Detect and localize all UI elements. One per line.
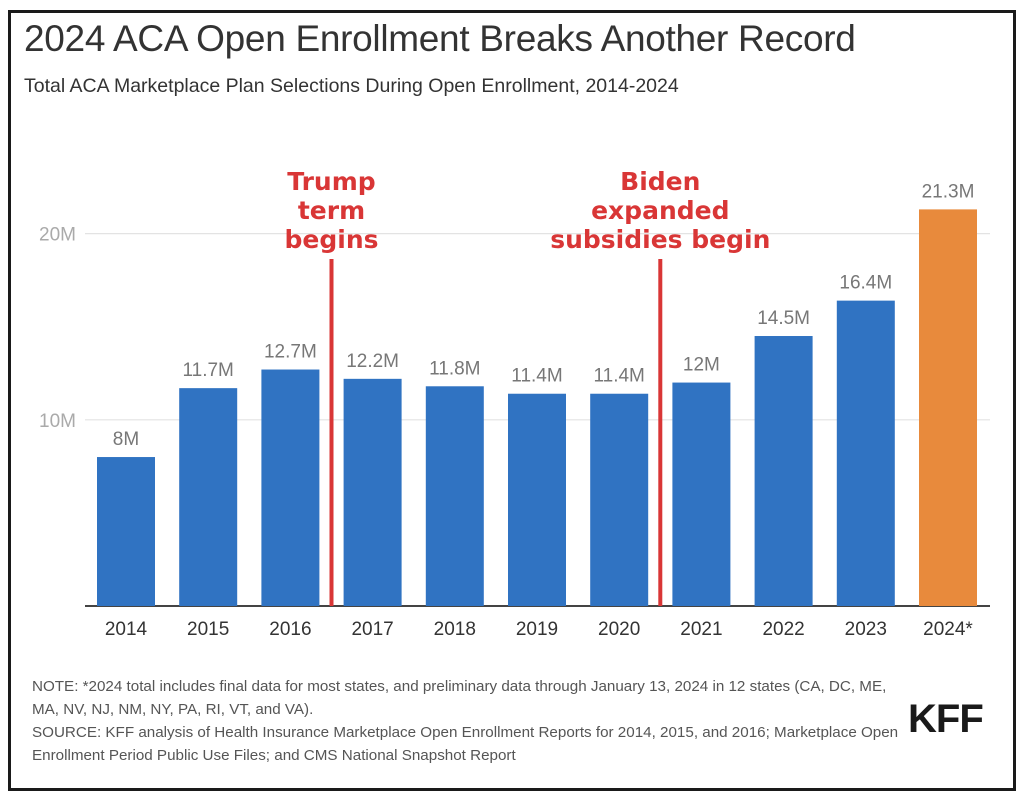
chart-title: 2024 ACA Open Enrollment Breaks Another … xyxy=(24,18,856,59)
bar-2017 xyxy=(343,378,402,606)
data-label: 11.4M xyxy=(593,366,644,387)
x-tick-label: 2018 xyxy=(434,619,476,640)
x-tick-label: 2017 xyxy=(351,619,393,640)
x-tick-label: 2023 xyxy=(845,619,887,640)
y-tick-label: 10M xyxy=(39,411,76,432)
annotation-label-1: term xyxy=(298,196,365,225)
kff-logo: KFF xyxy=(908,697,984,741)
x-tick-label: 2014 xyxy=(105,619,148,640)
annotation-label-1: Trump xyxy=(287,167,375,196)
data-label: 11.8M xyxy=(429,358,480,379)
x-tick-label: 2015 xyxy=(187,619,229,640)
x-tick-label: 2020 xyxy=(598,619,640,640)
labels: 10M 20M 8M 2014 11.7M 2015 12.7M 2016 12.2M 2017 1… xyxy=(39,181,974,640)
bar-2015 xyxy=(179,388,238,606)
data-label: 12.2M xyxy=(346,351,399,372)
bar-2022 xyxy=(754,336,813,606)
annotation-label-2: Biden xyxy=(620,167,700,196)
x-tick-label: 2022 xyxy=(762,619,804,640)
x-tick-label: 2021 xyxy=(680,619,722,640)
x-tick-label: 2024* xyxy=(923,619,973,640)
bar-2018 xyxy=(425,386,484,606)
chart-subtitle: Total ACA Marketplace Plan Selections Du… xyxy=(24,75,679,97)
data-label: 12M xyxy=(683,355,720,376)
data-label: 11.7M xyxy=(182,360,233,381)
annotation-label-2: expanded xyxy=(591,196,729,225)
bar-2016 xyxy=(261,369,320,606)
bar-2024 xyxy=(919,209,977,607)
bar-2014 xyxy=(97,457,155,606)
y-tick-label: 20M xyxy=(39,225,76,246)
x-tick-label: 2016 xyxy=(269,619,311,640)
data-label: 14.5M xyxy=(757,308,810,329)
data-label: 8M xyxy=(113,429,139,450)
bar-2023 xyxy=(836,300,895,606)
x-tick-label: 2019 xyxy=(516,619,558,640)
bar-2019 xyxy=(508,393,566,606)
bar-2021 xyxy=(672,382,731,606)
data-label: 12.7M xyxy=(264,342,317,363)
source-text: SOURCE: KFF analysis of Health Insurance… xyxy=(32,724,899,764)
footnotes: NOTE: *2024 total includes final data fo… xyxy=(32,675,902,767)
data-label: 21.3M xyxy=(922,181,975,202)
bar-2020 xyxy=(590,393,649,606)
annotation-label-2: subsidies begin xyxy=(550,225,770,254)
data-label: 11.4M xyxy=(511,366,562,387)
bars xyxy=(97,209,977,607)
data-label: 16.4M xyxy=(839,273,892,294)
note-text: NOTE: *2024 total includes final data fo… xyxy=(32,678,887,718)
annotation-label-1: begins xyxy=(285,225,379,254)
